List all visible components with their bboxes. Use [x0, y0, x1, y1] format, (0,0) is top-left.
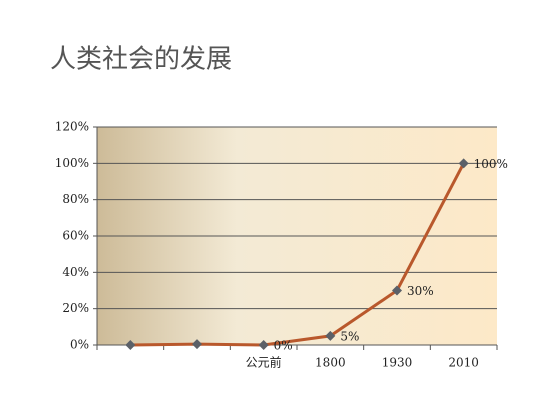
x-tick-label: 1930: [382, 356, 413, 370]
marker: [458, 158, 469, 169]
data-label: 5%: [340, 329, 359, 343]
data-label: 100%: [474, 157, 508, 171]
y-tick-label: 80%: [62, 192, 89, 206]
y-tick-label: 40%: [62, 265, 89, 279]
marker: [392, 285, 402, 296]
y-tick-label: 0%: [70, 338, 89, 352]
line: [130, 162, 465, 347]
chart-title: 人类社会的发展: [50, 45, 232, 75]
data-label: 30%: [407, 284, 434, 298]
y-tick-label: 20%: [62, 301, 89, 315]
marker: [192, 339, 202, 350]
data-label: 0%: [274, 339, 293, 353]
x-tick-label: 公元前: [246, 355, 282, 370]
y-tick-label: 120%: [55, 120, 89, 134]
marker: [125, 340, 136, 350]
x-tick-label: 1800: [315, 356, 346, 370]
x-tick-label: 2010: [448, 356, 479, 370]
marker: [258, 340, 269, 350]
y-tick-label: 100%: [55, 156, 89, 170]
marker: [325, 330, 336, 341]
y-tick-label: 60%: [62, 229, 89, 243]
